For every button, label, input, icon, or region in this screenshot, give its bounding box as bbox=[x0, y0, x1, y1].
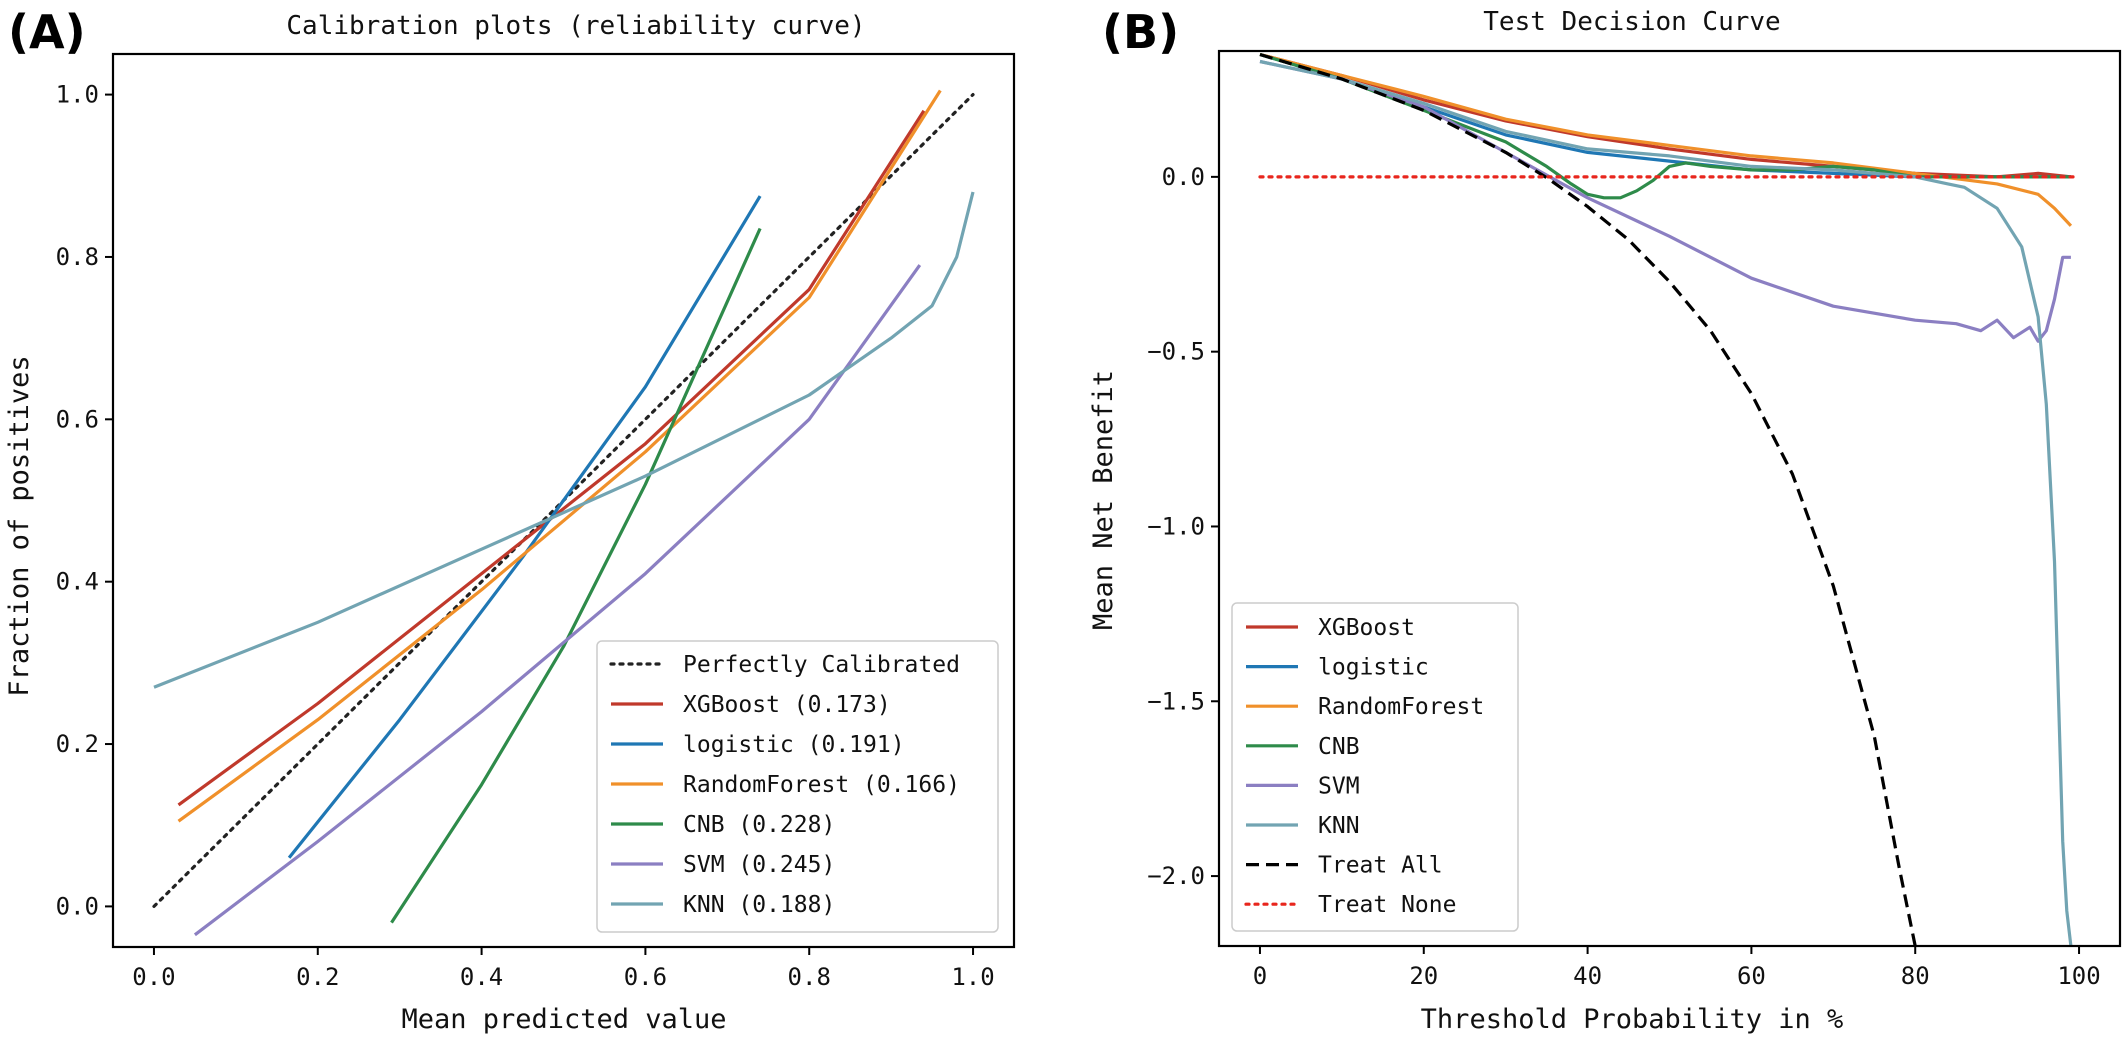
decision-curve-legend-label-logistic: logistic bbox=[1318, 655, 1429, 681]
decision-curve-series-knn bbox=[1259, 59, 2073, 946]
calibration-lines bbox=[152, 89, 975, 937]
decision-curve-series-randomforest bbox=[1259, 52, 2073, 227]
decision-curve-y-tick-label: −2.0 bbox=[1147, 862, 1205, 890]
decision-curve-x-tick-label: 40 bbox=[1573, 962, 1602, 990]
calibration-panel: (A) Calibration plots (reliability curve… bbox=[4, 5, 1016, 1035]
calibration-y-label: Fraction of positives bbox=[4, 355, 35, 696]
decision-curve-x-label: Threshold Probability in % bbox=[1421, 1004, 1844, 1035]
calibration-y-tick-label: 0.0 bbox=[56, 892, 99, 920]
panel-label-b: (B) bbox=[1102, 5, 1179, 59]
decision-curve-x-tick-label: 20 bbox=[1409, 962, 1438, 990]
decision-curve-series-svm bbox=[1259, 59, 2071, 343]
decision-curve-ticks: 0 20 40 60 80 100 0.0 −0.5 −1.0 −1.5 −2.0 bbox=[1147, 163, 2101, 990]
decision-curve-legend-label-treat-all: Treat All bbox=[1318, 853, 1443, 879]
decision-curve-title: Test Decision Curve bbox=[1483, 7, 1780, 37]
decision-curve-x-tick-label: 0 bbox=[1253, 962, 1267, 990]
calibration-x-tick-label: 0.6 bbox=[624, 963, 667, 991]
calibration-legend: Perfectly Calibrated XGBoost (0.173) logis… bbox=[596, 640, 999, 933]
calibration-legend-label-randomforest: RandomForest (0.166) bbox=[683, 772, 960, 798]
decision-curve-legend-label-knn: KNN bbox=[1318, 813, 1360, 839]
decision-curve-legend-label-cnb: CNB bbox=[1318, 734, 1360, 760]
calibration-x-tick-label: 0.2 bbox=[296, 963, 339, 991]
decision-curve-series-cnb bbox=[1259, 52, 2071, 200]
calibration-title: Calibration plots (reliability curve) bbox=[286, 11, 865, 41]
calibration-legend-label-xgboost: XGBoost (0.173) bbox=[683, 692, 891, 718]
calibration-series-xgboost bbox=[177, 109, 926, 807]
decision-curve-x-tick-label: 100 bbox=[2057, 962, 2100, 990]
calibration-series-knn bbox=[153, 191, 975, 689]
decision-curve-series-treat-all bbox=[1259, 52, 1917, 946]
calibration-legend-label-logistic: logistic (0.191) bbox=[683, 732, 905, 758]
calibration-legend-label-svm: SVM (0.245) bbox=[683, 852, 835, 878]
decision-curve-legend-label-svm: SVM bbox=[1318, 773, 1360, 799]
decision-curve-legend: XGBoost logistic RandomForest CNB SVM KNN Trea… bbox=[1231, 602, 1519, 932]
decision-curve-legend-box bbox=[1231, 602, 1519, 932]
decision-curve-y-tick-label: −0.5 bbox=[1147, 338, 1205, 366]
calibration-y-tick-label: 0.4 bbox=[56, 568, 99, 596]
calibration-legend-label-perfectly-calibrated: Perfectly Calibrated bbox=[683, 652, 960, 678]
calibration-legend-box bbox=[596, 640, 999, 933]
calibration-series-cnb bbox=[390, 227, 762, 924]
calibration-legend-label-cnb: CNB (0.228) bbox=[683, 812, 835, 838]
decision-curve-lines bbox=[1258, 52, 2081, 946]
calibration-x-tick-label: 0.0 bbox=[132, 963, 175, 991]
decision-curve-y-label: Mean Net Benefit bbox=[1088, 370, 1119, 630]
decision-curve-legend-label-randomforest: RandomForest bbox=[1318, 694, 1484, 720]
calibration-series-svm bbox=[193, 264, 922, 937]
calibration-legend-label-knn: KNN (0.188) bbox=[683, 892, 835, 918]
calibration-axes-frame bbox=[111, 52, 1016, 949]
calibration-x-tick-label: 1.0 bbox=[951, 963, 994, 991]
decision-curve-panel: (B) Test Decision Curve Threshold Probab… bbox=[1088, 5, 2122, 1035]
calibration-x-label: Mean predicted value bbox=[401, 1004, 726, 1035]
decision-curve-legend-label-xgboost: XGBoost bbox=[1318, 615, 1415, 641]
decision-curve-axes-frame bbox=[1217, 49, 2122, 948]
calibration-y-tick-label: 0.6 bbox=[56, 405, 99, 433]
decision-curve-legend-label-treat-none: Treat None bbox=[1318, 892, 1456, 918]
panel-label-a: (A) bbox=[8, 5, 86, 59]
decision-curve-y-tick-label: 0.0 bbox=[1162, 163, 1205, 191]
decision-curve-series-logistic bbox=[1259, 52, 2071, 179]
calibration-x-tick-label: 0.4 bbox=[460, 963, 503, 991]
decision-curve-x-tick-label: 80 bbox=[1901, 962, 1930, 990]
decision-curve-series-xgboost bbox=[1259, 52, 2072, 179]
calibration-x-tick-label: 0.8 bbox=[788, 963, 831, 991]
calibration-y-tick-label: 0.8 bbox=[56, 243, 99, 271]
decision-curve-y-tick-label: −1.0 bbox=[1147, 512, 1205, 540]
decision-curve-x-tick-label: 60 bbox=[1737, 962, 1766, 990]
calibration-ticks: 0.0 0.2 0.4 0.6 0.8 1.0 0.0 0.2 0.4 0.6 0.8 1.0 bbox=[56, 81, 995, 991]
decision-curve-y-tick-label: −1.5 bbox=[1147, 687, 1205, 715]
calibration-y-tick-label: 1.0 bbox=[56, 81, 99, 109]
calibration-y-tick-label: 0.2 bbox=[56, 730, 99, 758]
calibration-series-randomforest bbox=[177, 89, 942, 823]
